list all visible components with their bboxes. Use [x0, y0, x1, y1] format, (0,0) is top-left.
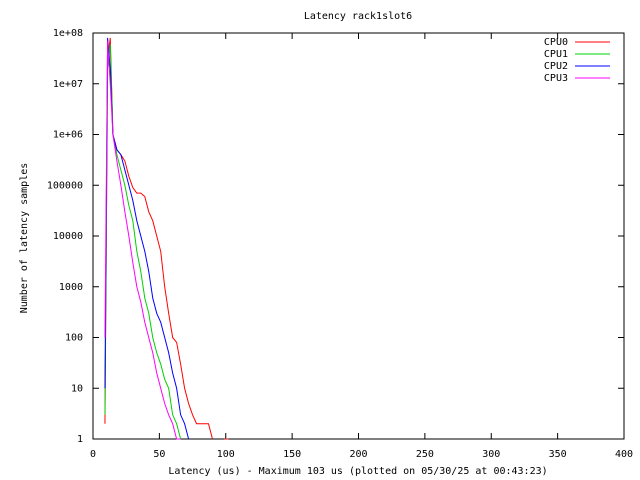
- series-line: [104, 37, 229, 440]
- plot-border: [92, 32, 625, 440]
- y-tick-label: 100: [65, 333, 83, 344]
- series-line: [104, 44, 182, 440]
- legend-label: CPU0: [544, 37, 568, 48]
- series-line: [104, 40, 181, 440]
- x-tick-label: 150: [283, 449, 301, 460]
- x-tick-label: 200: [349, 449, 367, 460]
- legend-label: CPU3: [544, 73, 568, 84]
- y-tick-label: 1: [77, 434, 83, 445]
- legend-label: CPU1: [544, 49, 568, 60]
- x-tick-label: 100: [217, 449, 235, 460]
- y-tick-label: 1e+08: [53, 28, 83, 39]
- y-tick-label: 1e+06: [53, 130, 83, 141]
- x-tick-label: 350: [549, 449, 567, 460]
- y-tick-label: 1000: [59, 282, 83, 293]
- y-tick-label: 10000: [53, 231, 83, 242]
- y-tick-label: 10: [71, 383, 83, 394]
- y-tick-label: 1e+07: [53, 79, 83, 90]
- y-tick-label: 100000: [47, 180, 83, 191]
- legend-label: CPU2: [544, 61, 568, 72]
- x-tick-label: 250: [416, 449, 434, 460]
- chart-title: Latency rack1slot6: [304, 11, 412, 22]
- series-line: [104, 37, 190, 440]
- x-tick-label: 300: [482, 449, 500, 460]
- x-axis-label: Latency (us) - Maximum 103 us (plotted o…: [168, 466, 547, 477]
- x-tick-label: 50: [153, 449, 165, 460]
- x-tick-label: 0: [90, 449, 96, 460]
- y-axis-label: Number of latency samples: [19, 163, 30, 314]
- x-tick-label: 400: [615, 449, 633, 460]
